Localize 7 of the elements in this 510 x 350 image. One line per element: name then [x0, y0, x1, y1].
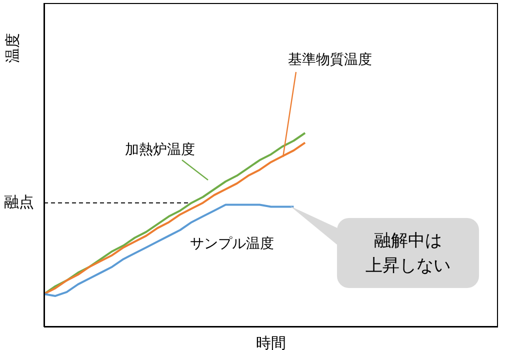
- annotation: 融解中は上昇しない: [366, 231, 450, 276]
- text: 加熱炉温度: [125, 142, 195, 158]
- text: 基準物質温度: [288, 52, 372, 68]
- x-axis-title: 時間: [256, 334, 286, 350]
- ref-line-label: 融点: [4, 192, 34, 211]
- y-axis-title: 温度: [4, 33, 22, 63]
- series-label: サンプル温度: [190, 236, 274, 252]
